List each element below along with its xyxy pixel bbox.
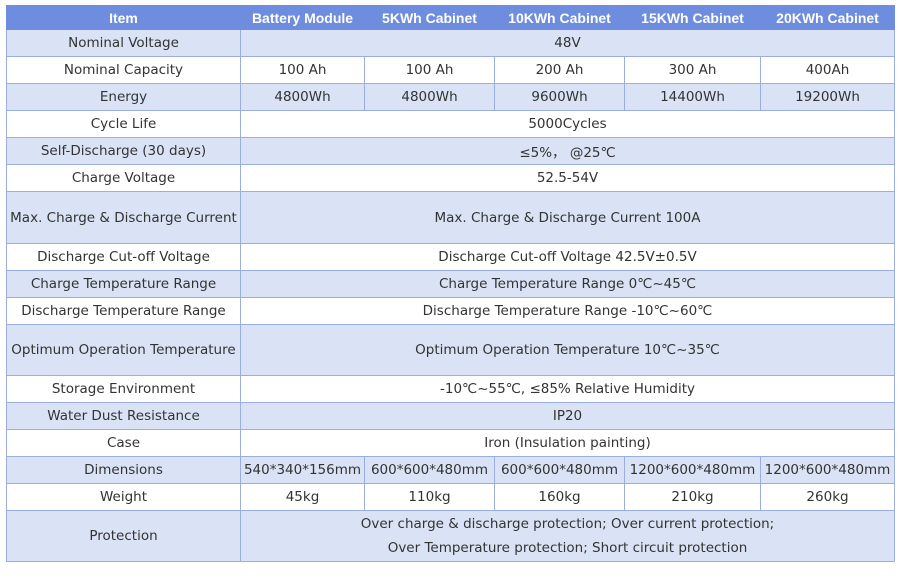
capacity-battery-module: 100 Ah (240, 56, 365, 84)
table-row: Charge Temperature Range Charge Temperat… (6, 270, 895, 298)
table-row: Discharge Temperature Range Discharge Te… (6, 297, 895, 325)
weight-15kwh: 210kg (624, 483, 761, 511)
header-10kwh-cabinet: 10KWh Cabinet (494, 5, 625, 30)
table-row: Case Iron (Insulation painting) (6, 429, 895, 457)
row-label-optimum-temperature: Optimum Operation Temperature (6, 324, 241, 376)
row-label-max-current: Max. Charge & Discharge Current (6, 191, 241, 244)
discharge-temperature-value: Discharge Temperature Range -10℃~60℃ (240, 297, 895, 325)
energy-20kwh: 19200Wh (760, 83, 895, 111)
cutoff-voltage-value: Discharge Cut-off Voltage 42.5V±0.5V (240, 243, 895, 271)
case-value: Iron (Insulation painting) (240, 429, 895, 457)
nominal-voltage-value: 48V (240, 29, 895, 57)
charge-temperature-value: Charge Temperature Range 0℃~45℃ (240, 270, 895, 298)
header-5kwh-cabinet: 5KWh Cabinet (364, 5, 495, 30)
capacity-20kwh: 400Ah (760, 56, 895, 84)
row-label-weight: Weight (6, 483, 241, 511)
dimensions-battery-module: 540*340*156mm (240, 456, 365, 484)
row-label-charge-voltage: Charge Voltage (6, 164, 241, 192)
row-label-nominal-voltage: Nominal Voltage (6, 29, 241, 57)
row-label-storage-environment: Storage Environment (6, 375, 241, 403)
protection-line-1: Over charge & discharge protection; Over… (360, 516, 775, 532)
self-discharge-value: ≤5%， @25℃ (240, 137, 895, 165)
table-row: Storage Environment -10℃~55℃, ≤85% Relat… (6, 375, 895, 403)
table-row: Charge Voltage 52.5-54V (6, 164, 895, 192)
weight-20kwh: 260kg (760, 483, 895, 511)
table-row: Nominal Voltage 48V (6, 29, 895, 57)
weight-10kwh: 160kg (494, 483, 625, 511)
header-item: Item (6, 5, 241, 30)
table-row: Max. Charge & Discharge Current Max. Cha… (6, 191, 895, 244)
table-header-row: Item Battery Module 5KWh Cabinet 10KWh C… (6, 5, 895, 30)
row-label-water-dust-resistance: Water Dust Resistance (6, 402, 241, 430)
table-row: Energy 4800Wh 4800Wh 9600Wh 14400Wh 1920… (6, 83, 895, 111)
row-label-protection: Protection (6, 510, 241, 562)
weight-battery-module: 45kg (240, 483, 365, 511)
dimensions-15kwh: 1200*600*480mm (624, 456, 761, 484)
battery-spec-table: Item Battery Module 5KWh Cabinet 10KWh C… (6, 5, 895, 562)
spec-table-container: Item Battery Module 5KWh Cabinet 10KWh C… (6, 5, 895, 562)
protection-value: Over charge & discharge protection; Over… (240, 510, 895, 562)
energy-5kwh: 4800Wh (364, 83, 495, 111)
table-row: Water Dust Resistance IP20 (6, 402, 895, 430)
table-row: Self-Discharge (30 days) ≤5%， @25℃ (6, 137, 895, 165)
row-label-dimensions: Dimensions (6, 456, 241, 484)
table-row: Weight 45kg 110kg 160kg 210kg 260kg (6, 483, 895, 511)
dimensions-10kwh: 600*600*480mm (494, 456, 625, 484)
row-label-case: Case (6, 429, 241, 457)
table-row: Optimum Operation Temperature Optimum Op… (6, 324, 895, 376)
header-battery-module: Battery Module (240, 5, 365, 30)
header-20kwh-cabinet: 20KWh Cabinet (760, 5, 895, 30)
dimensions-5kwh: 600*600*480mm (364, 456, 495, 484)
energy-10kwh: 9600Wh (494, 83, 625, 111)
weight-5kwh: 110kg (364, 483, 495, 511)
table-row: Cycle Life 5000Cycles (6, 110, 895, 138)
optimum-temperature-value: Optimum Operation Temperature 10℃~35℃ (240, 324, 895, 376)
charge-voltage-value: 52.5-54V (240, 164, 895, 192)
row-label-nominal-capacity: Nominal Capacity (6, 56, 241, 84)
energy-battery-module: 4800Wh (240, 83, 365, 111)
row-label-cutoff-voltage: Discharge Cut-off Voltage (6, 243, 241, 271)
table-row: Nominal Capacity 100 Ah 100 Ah 200 Ah 30… (6, 56, 895, 84)
row-label-self-discharge: Self-Discharge (30 days) (6, 137, 241, 165)
capacity-5kwh: 100 Ah (364, 56, 495, 84)
water-dust-resistance-value: IP20 (240, 402, 895, 430)
header-15kwh-cabinet: 15KWh Cabinet (624, 5, 761, 30)
cycle-life-value: 5000Cycles (240, 110, 895, 138)
table-row: Discharge Cut-off Voltage Discharge Cut-… (6, 243, 895, 271)
row-label-discharge-temperature: Discharge Temperature Range (6, 297, 241, 325)
energy-15kwh: 14400Wh (624, 83, 761, 111)
dimensions-20kwh: 1200*600*480mm (760, 456, 895, 484)
protection-line-2: Over Temperature protection; Short circu… (387, 540, 748, 556)
storage-environment-value: -10℃~55℃, ≤85% Relative Humidity (240, 375, 895, 403)
table-row: Protection Over charge & discharge prote… (6, 510, 895, 562)
table-row: Dimensions 540*340*156mm 600*600*480mm 6… (6, 456, 895, 484)
row-label-cycle-life: Cycle Life (6, 110, 241, 138)
row-label-charge-temperature: Charge Temperature Range (6, 270, 241, 298)
capacity-10kwh: 200 Ah (494, 56, 625, 84)
row-label-energy: Energy (6, 83, 241, 111)
capacity-15kwh: 300 Ah (624, 56, 761, 84)
max-current-value: Max. Charge & Discharge Current 100A (240, 191, 895, 244)
